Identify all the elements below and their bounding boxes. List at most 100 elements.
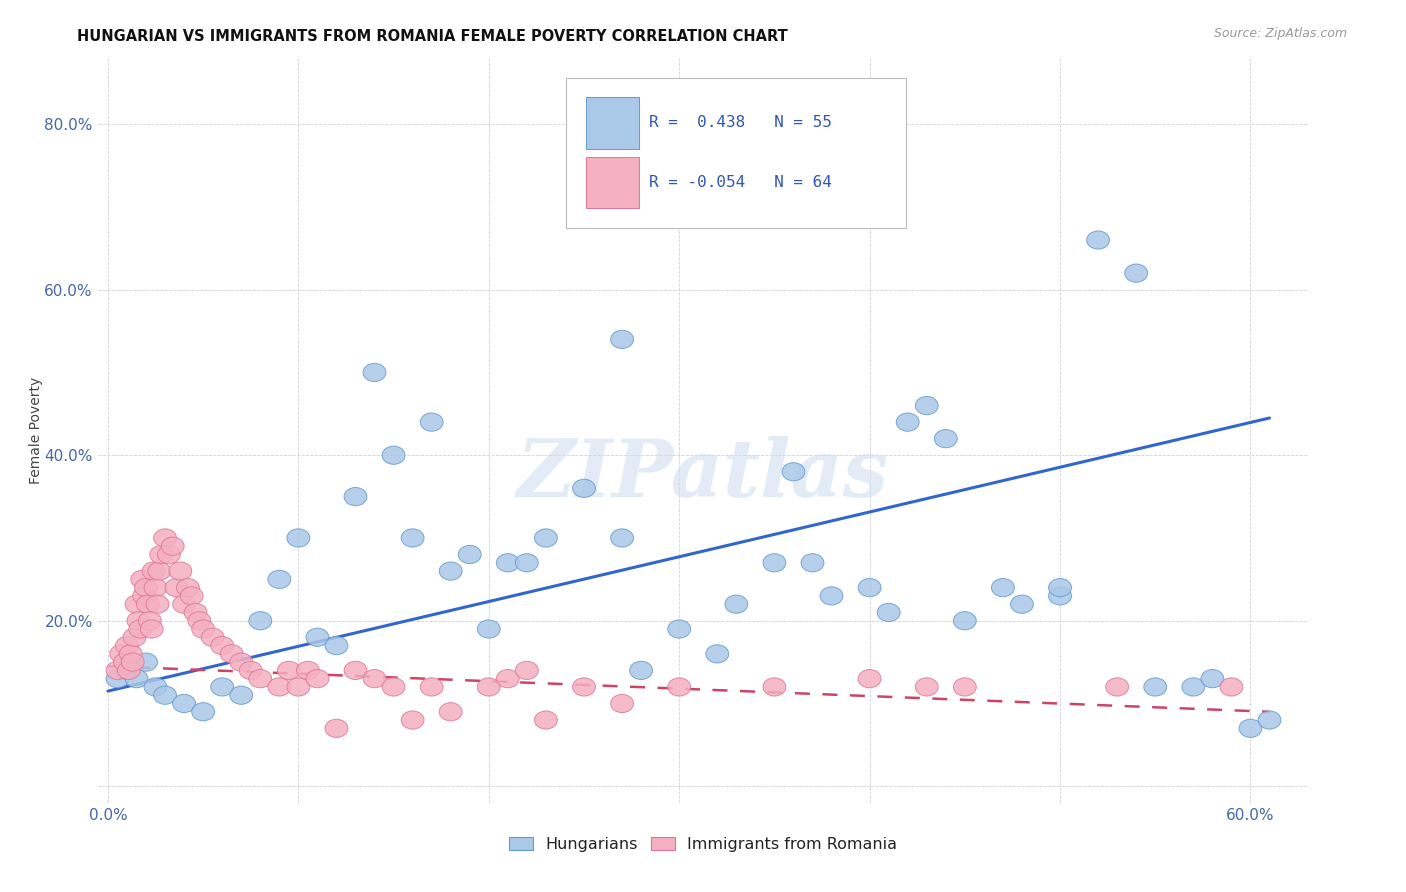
Ellipse shape bbox=[439, 703, 463, 721]
Ellipse shape bbox=[725, 595, 748, 614]
Y-axis label: Female Poverty: Female Poverty bbox=[30, 376, 44, 484]
Ellipse shape bbox=[858, 579, 882, 597]
Ellipse shape bbox=[782, 463, 804, 481]
Ellipse shape bbox=[211, 637, 233, 655]
FancyBboxPatch shape bbox=[567, 78, 905, 227]
Ellipse shape bbox=[1239, 719, 1261, 738]
Ellipse shape bbox=[120, 645, 142, 663]
Ellipse shape bbox=[145, 579, 167, 597]
Ellipse shape bbox=[915, 396, 938, 415]
Ellipse shape bbox=[496, 554, 519, 572]
Ellipse shape bbox=[763, 554, 786, 572]
Ellipse shape bbox=[1049, 587, 1071, 605]
Ellipse shape bbox=[184, 603, 207, 622]
Ellipse shape bbox=[132, 587, 156, 605]
Ellipse shape bbox=[1105, 678, 1129, 696]
Ellipse shape bbox=[706, 645, 728, 663]
FancyBboxPatch shape bbox=[586, 97, 638, 149]
Ellipse shape bbox=[382, 446, 405, 465]
Ellipse shape bbox=[325, 637, 347, 655]
Ellipse shape bbox=[129, 620, 152, 638]
Text: Source: ZipAtlas.com: Source: ZipAtlas.com bbox=[1213, 27, 1347, 40]
Ellipse shape bbox=[148, 562, 170, 580]
Ellipse shape bbox=[121, 653, 145, 671]
Ellipse shape bbox=[763, 678, 786, 696]
Ellipse shape bbox=[146, 595, 169, 614]
Ellipse shape bbox=[1049, 579, 1071, 597]
Ellipse shape bbox=[105, 670, 129, 688]
Ellipse shape bbox=[1144, 678, 1167, 696]
Ellipse shape bbox=[516, 661, 538, 680]
Ellipse shape bbox=[610, 694, 634, 713]
Ellipse shape bbox=[145, 678, 167, 696]
Ellipse shape bbox=[1258, 711, 1281, 729]
Ellipse shape bbox=[896, 413, 920, 431]
Ellipse shape bbox=[401, 529, 425, 547]
Ellipse shape bbox=[127, 612, 150, 630]
Ellipse shape bbox=[229, 686, 253, 705]
Ellipse shape bbox=[157, 545, 180, 564]
Ellipse shape bbox=[124, 628, 146, 647]
Ellipse shape bbox=[162, 537, 184, 556]
Ellipse shape bbox=[401, 711, 425, 729]
Ellipse shape bbox=[307, 628, 329, 647]
Ellipse shape bbox=[363, 670, 387, 688]
Ellipse shape bbox=[534, 711, 557, 729]
Ellipse shape bbox=[136, 595, 159, 614]
Ellipse shape bbox=[668, 620, 690, 638]
Ellipse shape bbox=[953, 678, 976, 696]
Ellipse shape bbox=[269, 570, 291, 589]
Ellipse shape bbox=[169, 562, 191, 580]
Ellipse shape bbox=[138, 612, 162, 630]
Ellipse shape bbox=[201, 628, 224, 647]
Ellipse shape bbox=[142, 562, 165, 580]
Ellipse shape bbox=[1201, 670, 1223, 688]
Ellipse shape bbox=[478, 678, 501, 696]
Ellipse shape bbox=[105, 661, 129, 680]
Ellipse shape bbox=[668, 678, 690, 696]
Ellipse shape bbox=[915, 678, 938, 696]
Ellipse shape bbox=[135, 579, 157, 597]
Ellipse shape bbox=[572, 678, 595, 696]
Ellipse shape bbox=[188, 612, 211, 630]
Ellipse shape bbox=[191, 620, 215, 638]
Ellipse shape bbox=[277, 661, 301, 680]
Ellipse shape bbox=[135, 653, 157, 671]
Text: ZIPatlas: ZIPatlas bbox=[517, 436, 889, 514]
Text: R = -0.054   N = 64: R = -0.054 N = 64 bbox=[648, 175, 831, 190]
Ellipse shape bbox=[115, 661, 138, 680]
Ellipse shape bbox=[668, 165, 690, 183]
Text: HUNGARIAN VS IMMIGRANTS FROM ROMANIA FEMALE POVERTY CORRELATION CHART: HUNGARIAN VS IMMIGRANTS FROM ROMANIA FEM… bbox=[77, 29, 789, 45]
Ellipse shape bbox=[534, 529, 557, 547]
Ellipse shape bbox=[221, 645, 243, 663]
Ellipse shape bbox=[858, 670, 882, 688]
Ellipse shape bbox=[935, 430, 957, 448]
Ellipse shape bbox=[344, 488, 367, 506]
Ellipse shape bbox=[458, 545, 481, 564]
Ellipse shape bbox=[287, 678, 309, 696]
Ellipse shape bbox=[1087, 231, 1109, 249]
Ellipse shape bbox=[630, 661, 652, 680]
Ellipse shape bbox=[114, 653, 136, 671]
FancyBboxPatch shape bbox=[586, 157, 638, 209]
Ellipse shape bbox=[125, 595, 148, 614]
Ellipse shape bbox=[307, 670, 329, 688]
Ellipse shape bbox=[382, 678, 405, 696]
Ellipse shape bbox=[953, 612, 976, 630]
Ellipse shape bbox=[180, 587, 202, 605]
Ellipse shape bbox=[165, 579, 188, 597]
Ellipse shape bbox=[287, 529, 309, 547]
Ellipse shape bbox=[211, 678, 233, 696]
Ellipse shape bbox=[229, 653, 253, 671]
Ellipse shape bbox=[177, 579, 200, 597]
Ellipse shape bbox=[496, 670, 519, 688]
Ellipse shape bbox=[1011, 595, 1033, 614]
Ellipse shape bbox=[173, 595, 195, 614]
Ellipse shape bbox=[610, 529, 634, 547]
Ellipse shape bbox=[150, 545, 173, 564]
Ellipse shape bbox=[249, 670, 271, 688]
Ellipse shape bbox=[1220, 678, 1243, 696]
Ellipse shape bbox=[297, 661, 319, 680]
Ellipse shape bbox=[239, 661, 262, 680]
Ellipse shape bbox=[610, 330, 634, 349]
